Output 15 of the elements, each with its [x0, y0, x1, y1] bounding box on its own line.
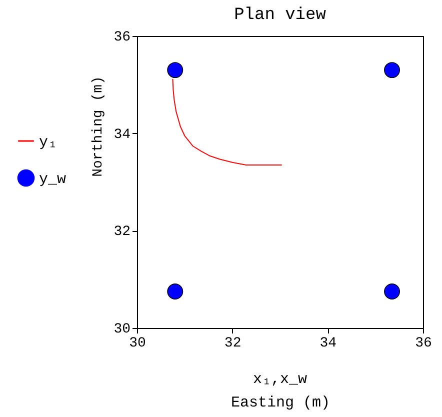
- x-tick-label: 30: [129, 336, 146, 352]
- y-tick-label: 30: [114, 322, 130, 338]
- chart-title: Plan view: [234, 6, 327, 25]
- x-axis-title: Easting (m): [230, 394, 330, 412]
- y-tick-label: 32: [114, 224, 130, 240]
- legend-label: y₁: [39, 134, 58, 151]
- line-series: [172, 78, 282, 166]
- x-tick-label: 32: [224, 336, 242, 352]
- text: x₁,x_w: [252, 371, 308, 388]
- x-tick-label: 36: [415, 336, 432, 352]
- y-tick-label: 34: [114, 126, 130, 143]
- y-axis-title: Northing (m): [90, 76, 106, 177]
- legend-label: y_w: [39, 171, 66, 188]
- x-tick-label: 34: [320, 336, 337, 352]
- y-tick-label: 36: [114, 30, 130, 46]
